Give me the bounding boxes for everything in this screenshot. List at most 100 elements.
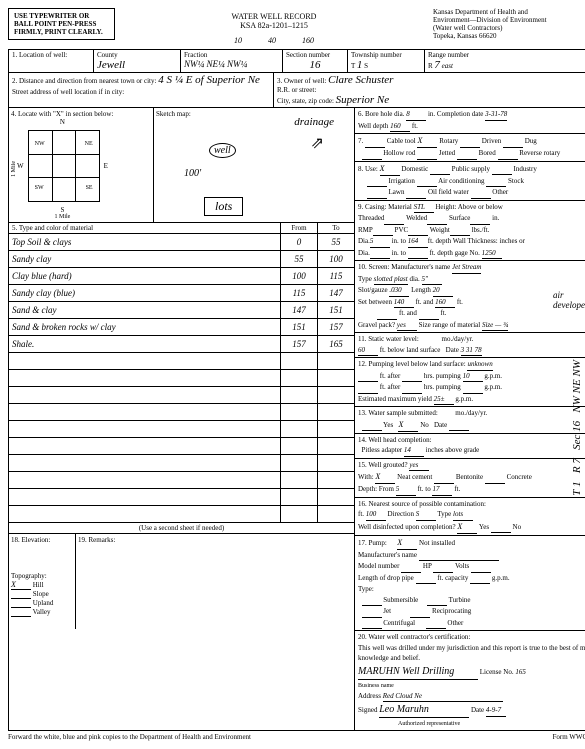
gpm1[interactable]: 10 xyxy=(463,371,483,383)
q-ne: NE xyxy=(85,141,93,147)
gage-no[interactable]: 1250 xyxy=(482,248,502,260)
table-row[interactable]: Sandy clay55100 xyxy=(9,251,354,268)
screen-mfg[interactable]: Jet Stream xyxy=(452,262,481,274)
disinfect-yes[interactable]: X xyxy=(457,521,477,534)
swl[interactable]: 60 xyxy=(358,345,378,357)
table-row[interactable] xyxy=(9,489,354,506)
table-row[interactable]: Sand & clay147151 xyxy=(9,302,354,319)
form-title: WATER WELL RECORD xyxy=(115,12,433,21)
screen-len[interactable]: 20 xyxy=(433,285,453,297)
valley-chk[interactable] xyxy=(11,608,31,617)
casing-dia[interactable]: 5 xyxy=(370,236,390,248)
sketch-area[interactable]: Sketch map: drainage well 100' lots ⇗ xyxy=(154,108,354,222)
rr-lbl: R.R. or street: xyxy=(277,86,585,94)
mat-desc xyxy=(9,387,281,404)
csz-value[interactable]: Superior Ne xyxy=(336,94,389,106)
slope-chk[interactable] xyxy=(11,590,31,599)
owner-value[interactable]: Clare Schuster xyxy=(328,74,393,86)
swl-date[interactable]: 3 31 78 xyxy=(461,345,482,357)
mat-to: 165 xyxy=(318,336,355,353)
township-t: T xyxy=(351,62,355,70)
pls-grid[interactable]: NW NE SW SE xyxy=(28,130,100,202)
contam-dir[interactable]: S xyxy=(416,509,436,521)
mat-to: 151 xyxy=(318,302,355,319)
mat-to xyxy=(318,438,355,455)
range-r: R xyxy=(428,62,433,70)
dir-s: S xyxy=(17,206,108,214)
well-depth[interactable]: 160 xyxy=(390,121,410,133)
range-value[interactable]: 7 xyxy=(434,59,440,71)
county-value[interactable]: Jewell xyxy=(97,59,177,71)
township-value[interactable]: 1 xyxy=(357,59,363,71)
upland-chk[interactable] xyxy=(11,599,31,608)
table-row[interactable] xyxy=(9,438,354,455)
contractor-name[interactable]: MARUHN Well Drilling xyxy=(358,664,478,680)
table-row[interactable] xyxy=(9,353,354,370)
hill: Hill xyxy=(33,581,44,589)
dept-l2: Environment—Division of Environment xyxy=(433,16,585,24)
pump-level[interactable]: unknown xyxy=(467,359,492,371)
mat-desc: Top Soil & clays xyxy=(9,234,281,251)
fraction-value[interactable]: NW¼ NE¼ NW¼ xyxy=(184,59,279,69)
dept-l1: Kansas Department of Health and xyxy=(433,8,585,16)
casing-mat[interactable]: STL xyxy=(414,202,434,214)
grouted[interactable]: yes xyxy=(409,460,429,472)
signature[interactable]: Leo Maruhn xyxy=(379,702,469,718)
table-row[interactable] xyxy=(9,370,354,387)
address[interactable]: Red Cloud Ne xyxy=(383,691,503,703)
gravel[interactable]: yes xyxy=(397,320,417,332)
table-row[interactable] xyxy=(9,455,354,472)
sketch-well: well xyxy=(209,143,236,158)
table-row[interactable] xyxy=(9,387,354,404)
neat-chk[interactable]: X xyxy=(375,471,395,484)
sign-date[interactable]: 4-9-7 xyxy=(486,705,506,717)
contam-ft[interactable]: 100 xyxy=(366,509,386,521)
table-row[interactable]: Sand & broken rocks w/ clay151157 xyxy=(9,319,354,336)
emy[interactable]: 25± xyxy=(434,394,454,406)
gravel-size[interactable]: Size — ¾ xyxy=(482,320,508,332)
dist-value[interactable]: 4 S ¼ E of Superior Ne xyxy=(158,74,260,86)
to-hdr: To xyxy=(318,223,355,234)
table-row[interactable] xyxy=(9,421,354,438)
comp-date[interactable]: 3-31-78 xyxy=(485,109,507,121)
sample-no-chk[interactable]: X xyxy=(398,419,418,432)
bore-dia[interactable]: 8 xyxy=(406,109,426,121)
table-row[interactable] xyxy=(9,472,354,489)
rotary-chk[interactable]: X xyxy=(417,135,437,148)
dir-n: N xyxy=(17,118,108,126)
screen-slot[interactable]: .030 xyxy=(389,285,409,297)
set2[interactable]: 160 xyxy=(435,297,455,309)
mat-from xyxy=(281,438,318,455)
screen-dia[interactable]: 5" xyxy=(422,274,442,286)
sketch-100: 100' xyxy=(184,168,201,179)
table-row[interactable]: Sandy clay (blue)115147 xyxy=(9,285,354,302)
loc-label: 1. Location of well: xyxy=(12,51,90,59)
grout-d2[interactable]: 17 xyxy=(432,484,452,496)
hill-chk[interactable]: X xyxy=(11,580,31,590)
table-row[interactable]: Clay blue (hard)100115 xyxy=(9,268,354,285)
title-block: WATER WELL RECORD KSA 82a-1201–1215 10 4… xyxy=(115,8,433,45)
section-6: 6. Bore hole dia. 8 in. Completion date … xyxy=(355,108,585,134)
contam-type[interactable]: lots xyxy=(453,509,473,521)
section-value[interactable]: 16 xyxy=(286,59,344,71)
margin-notes: T 1 R 7 Sec 16 NW NE NW xyxy=(571,360,583,496)
lic-no[interactable]: 165 xyxy=(515,668,526,676)
pitless-in[interactable]: 14 xyxy=(404,445,424,457)
table-row[interactable]: Shale.157165 xyxy=(9,336,354,353)
form-number: Form WWC-5 xyxy=(552,733,585,741)
mat-to xyxy=(318,353,355,370)
dom-chk[interactable]: X xyxy=(380,163,400,176)
screen-type[interactable]: slotted plast xyxy=(374,274,408,286)
set1[interactable]: 140 xyxy=(394,297,414,309)
range-dir[interactable]: east xyxy=(442,62,453,70)
table-row[interactable] xyxy=(9,506,354,523)
mat-from: 0 xyxy=(281,234,318,251)
mat-from xyxy=(281,455,318,472)
section-11: 11. Static water level: mo./day/yr. 60 f… xyxy=(355,333,585,358)
grout-d1[interactable]: 5 xyxy=(396,484,416,496)
casing-depth[interactable]: 164 xyxy=(408,236,428,248)
table-row[interactable] xyxy=(9,404,354,421)
not-installed-chk[interactable]: X xyxy=(397,537,417,550)
csz-lbl: City, state, zip code: xyxy=(277,97,334,105)
table-row[interactable]: Top Soil & clays055 xyxy=(9,234,354,251)
